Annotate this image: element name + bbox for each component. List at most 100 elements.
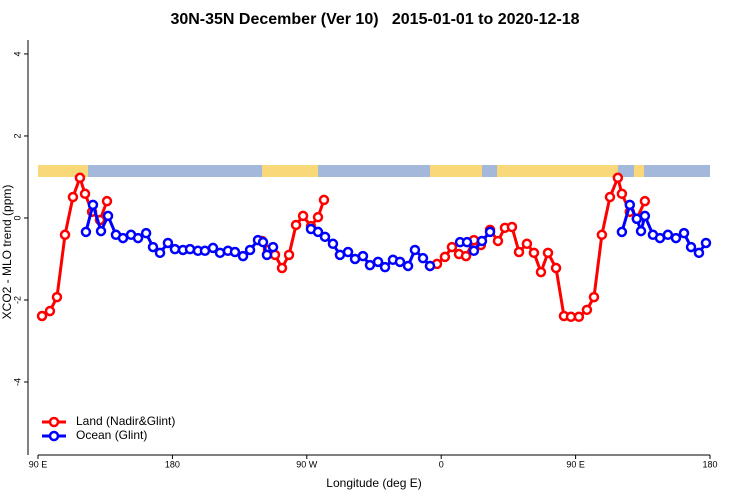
y-tick-label: 4 (12, 51, 22, 56)
x-axis-label: Longitude (deg E) (326, 476, 421, 490)
point (635, 225, 647, 237)
point (616, 226, 628, 238)
point (700, 237, 712, 249)
point (550, 262, 562, 274)
point (67, 191, 79, 203)
point (257, 236, 269, 248)
point (461, 236, 473, 248)
y-tick-label: -2 (12, 296, 22, 304)
x-tick-label: 90 W (296, 459, 318, 469)
point (154, 247, 166, 259)
point (237, 250, 249, 262)
point (596, 229, 608, 241)
point (492, 235, 504, 247)
point (51, 291, 63, 303)
point (334, 249, 346, 261)
point (476, 235, 488, 247)
point (140, 227, 152, 239)
point (662, 229, 674, 241)
point (244, 244, 256, 256)
point (80, 226, 92, 238)
point (616, 188, 628, 200)
point (409, 244, 421, 256)
point (102, 210, 114, 222)
point (207, 242, 219, 254)
point (267, 241, 279, 253)
point (290, 219, 302, 231)
y-tick-label: 2 (12, 133, 22, 138)
point (117, 232, 129, 244)
point (402, 260, 414, 272)
point (342, 246, 354, 258)
x-tick-label: 180 (702, 459, 717, 469)
series-line (41, 173, 647, 319)
point (506, 221, 518, 233)
point (199, 245, 211, 257)
point (169, 243, 181, 255)
point (581, 304, 593, 316)
point (44, 305, 56, 317)
point (631, 213, 643, 225)
point (283, 249, 295, 261)
point (612, 172, 624, 184)
point (439, 251, 451, 263)
y-tick-label: -4 (12, 378, 22, 386)
point (36, 310, 48, 322)
legend-label: Ocean (Glint) (76, 428, 147, 442)
point (312, 211, 324, 223)
point (417, 252, 429, 264)
point (147, 241, 159, 253)
land-strip (430, 165, 482, 177)
land-strip (634, 165, 644, 177)
x-tick-label: 90 E (566, 459, 585, 469)
point (162, 237, 174, 249)
point (639, 210, 651, 222)
point (364, 259, 376, 271)
x-tick-label: 180 (165, 459, 180, 469)
land-strip (262, 165, 318, 177)
legend-marker (48, 416, 60, 428)
legend-marker (48, 430, 60, 442)
point (460, 250, 472, 262)
land-strip (497, 165, 618, 177)
point (468, 245, 480, 257)
point (372, 256, 384, 268)
point (59, 229, 71, 241)
point (276, 262, 288, 274)
point (446, 241, 458, 253)
map-strip (38, 165, 710, 177)
point (394, 256, 406, 268)
x-tick-label: 90 E (29, 459, 48, 469)
land-strip (38, 165, 88, 177)
point (521, 238, 533, 250)
point (87, 199, 99, 211)
point (670, 232, 682, 244)
point (424, 260, 436, 272)
point (297, 210, 309, 222)
point (685, 241, 697, 253)
point (132, 232, 144, 244)
point (229, 246, 241, 258)
point (604, 191, 616, 203)
y-tick-label: 0 (12, 215, 22, 220)
point (624, 199, 636, 211)
point (312, 226, 324, 238)
y-axis-label: XCO2 - MLO trend (ppm) (0, 185, 14, 320)
point (484, 226, 496, 238)
point (261, 249, 273, 261)
point (319, 231, 331, 243)
point (588, 291, 600, 303)
point (528, 247, 540, 259)
point (79, 188, 91, 200)
point (678, 227, 690, 239)
point (318, 194, 330, 206)
point (535, 266, 547, 278)
point (573, 311, 585, 323)
point (101, 195, 113, 207)
point (95, 225, 107, 237)
point (379, 261, 391, 273)
point (542, 247, 554, 259)
point (693, 247, 705, 259)
legend-label: Land (Nadir&Glint) (76, 414, 175, 428)
